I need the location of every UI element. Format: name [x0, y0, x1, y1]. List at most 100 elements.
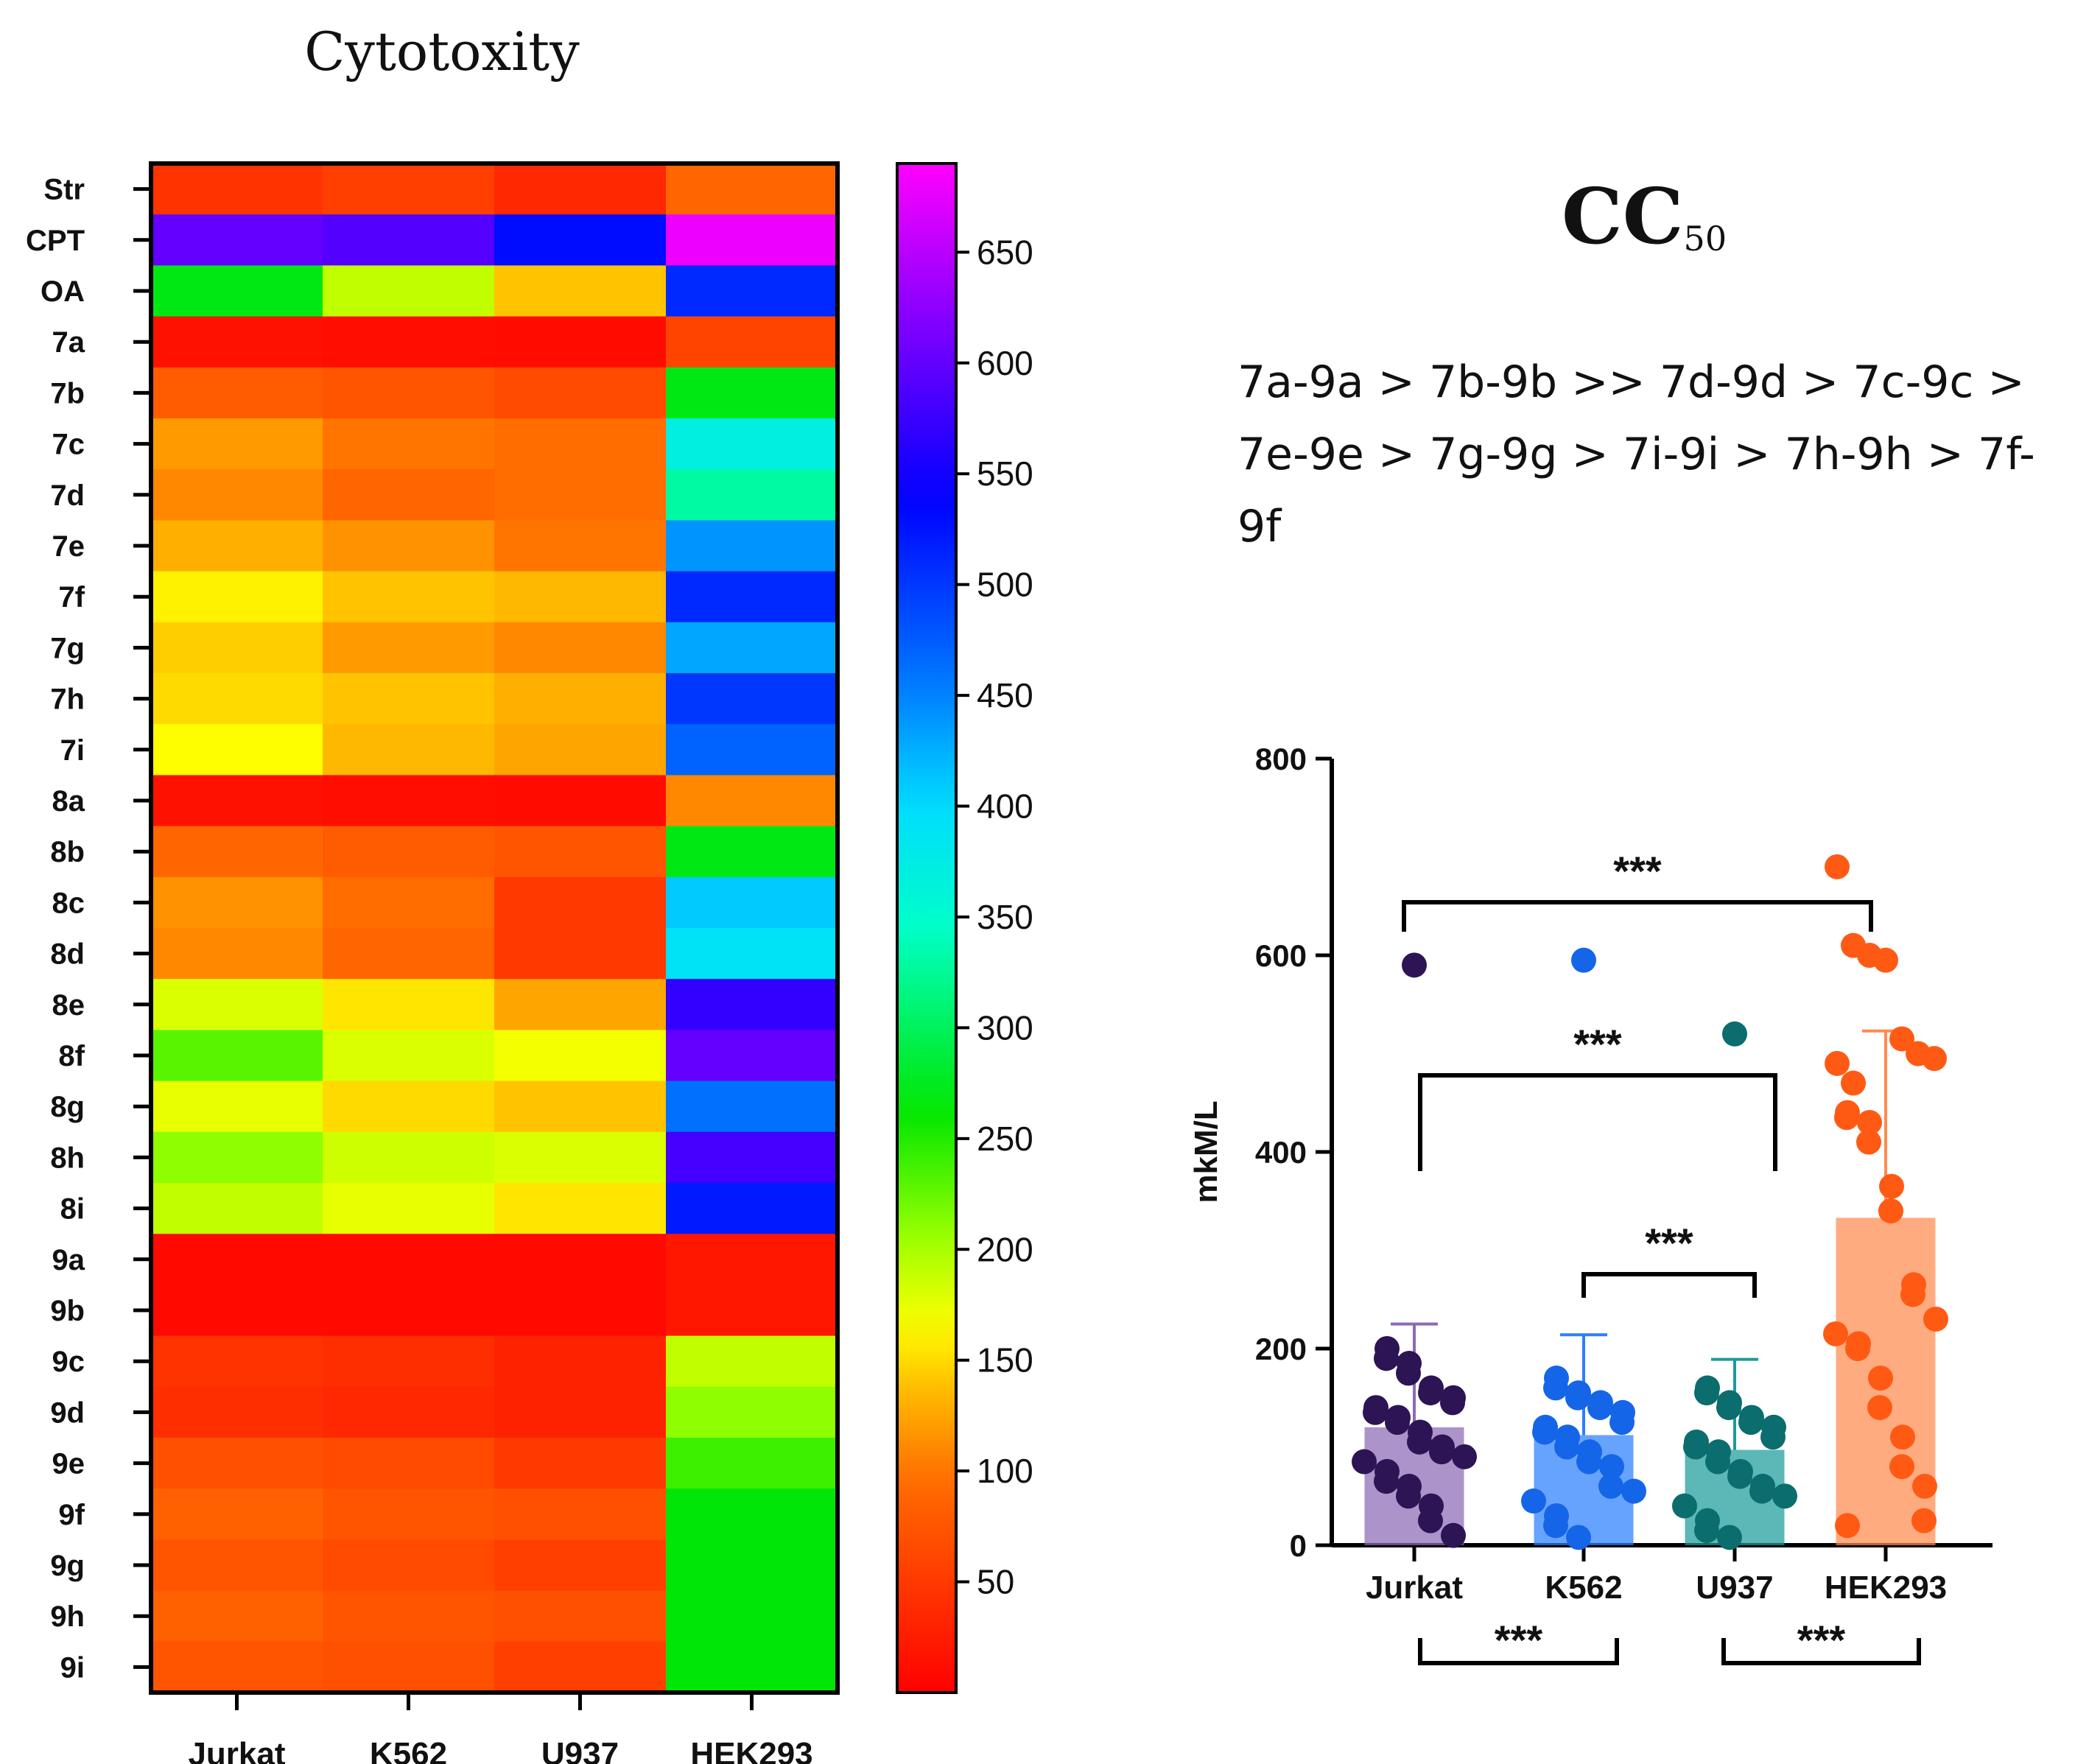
point-HEK293	[1857, 1109, 1882, 1135]
heatmap-row-label: 9b	[50, 1295, 85, 1327]
heatmap-cell-9g-U937	[494, 1539, 667, 1592]
heatmap-cell-9f-Jurkat	[151, 1489, 323, 1540]
heatmap-cell-9a-U937	[494, 1234, 667, 1285]
point-HEK293	[1835, 1513, 1860, 1539]
heatmap-cell-7a-K562	[323, 316, 495, 368]
heatmap-cell-9h-HEK293	[666, 1590, 838, 1642]
heatmap-cell-8c-Jurkat	[151, 876, 323, 929]
heatmap-cell-7h-Jurkat	[151, 673, 323, 725]
heatmap-cell-7e-U937	[494, 520, 667, 572]
bar-title-main: CC	[1562, 171, 1684, 261]
heatmap-row-label: 7d	[50, 479, 85, 512]
heatmap-cell-8c-U937	[494, 876, 667, 929]
y-tick-label: 200	[1255, 1332, 1307, 1366]
heatmap-cell-Str-HEK293	[666, 164, 838, 215]
point-U937	[1683, 1434, 1708, 1460]
point-K562	[1532, 1419, 1557, 1445]
heatmap-cell-8b-Jurkat	[151, 826, 323, 878]
heatmap-cell-8e-HEK293	[666, 979, 838, 1030]
heatmap-row-label: 7g	[50, 632, 85, 664]
x-tick-label: HEK293	[1825, 1570, 1947, 1606]
heatmap-cell-7c-Jurkat	[151, 418, 323, 470]
colorbar-tick-label: 450	[977, 676, 1033, 714]
heatmap-cell-9b-Jurkat	[151, 1285, 323, 1337]
point-HEK293	[1889, 1454, 1914, 1480]
heatmap-cell-8d-U937	[494, 928, 667, 980]
point-K562	[1566, 1525, 1591, 1550]
heatmap-axes: Str CPT OA 7a 7b 7c 7d 7e 7f 7g 7h 7i 8a 8b 8c 8d 8e 8f 8g…	[26, 161, 840, 1764]
point-K562	[1609, 1410, 1635, 1436]
heatmap-cell-8b-U937	[494, 826, 667, 878]
heatmap-cell-CPT-U937	[494, 214, 667, 266]
heatmap-col-label: K562	[370, 1736, 447, 1764]
heatmap-cell-7f-HEK293	[666, 571, 838, 623]
point-K562	[1587, 1395, 1612, 1421]
heatmap-cell-9a-K562	[323, 1234, 495, 1285]
colorbar-tick-label: 300	[977, 1008, 1033, 1047]
point-Jurkat	[1385, 1410, 1410, 1436]
heatmap-cell-8f-K562	[323, 1030, 495, 1082]
heatmap-cell-9e-Jurkat	[151, 1438, 323, 1489]
point-HEK293	[1911, 1508, 1937, 1533]
heatmap-row-label: 9g	[50, 1550, 85, 1582]
heatmap-row-label: 9d	[50, 1396, 85, 1429]
heatmap-cell-8b-HEK293	[666, 826, 838, 878]
point-HEK293	[1834, 1105, 1859, 1131]
heatmap-row-label: 9c	[52, 1346, 85, 1378]
heatmap-cell-7i-K562	[323, 724, 495, 776]
point-Jurkat	[1440, 1390, 1465, 1416]
heatmap-cell-9c-K562	[323, 1335, 495, 1388]
heatmap-cell-CPT-HEK293	[666, 214, 838, 266]
heatmap-cell-9h-Jurkat	[151, 1590, 323, 1642]
point-Jurkat	[1396, 1360, 1421, 1386]
cc50-ordering-text: 7a-9a > 7b-9b >> 7d-9d > 7c-9c > 7e-9e >…	[1237, 356, 2035, 552]
colorbar-tick-label: 100	[977, 1452, 1033, 1490]
heatmap-cell-9i-Jurkat	[151, 1641, 323, 1693]
heatmap-cell-7d-Jurkat	[151, 469, 323, 521]
point-HEK293	[1868, 1366, 1893, 1391]
heatmap-cells	[151, 164, 838, 1693]
point-HEK293	[1889, 1026, 1914, 1052]
heatmap-row-label: 8b	[50, 836, 85, 868]
heatmap-row-label: 9a	[52, 1244, 85, 1276]
heatmap-cell-7c-HEK293	[666, 418, 838, 470]
heatmap-cell-7d-HEK293	[666, 469, 838, 521]
heatmap-row-label: 9f	[58, 1499, 85, 1531]
point-K562	[1598, 1473, 1623, 1499]
heatmap-cell-9d-U937	[494, 1386, 667, 1438]
heatmap-cell-8e-U937	[494, 979, 667, 1030]
x-tick-label: Jurkat	[1366, 1570, 1463, 1606]
point-HEK293	[1823, 1321, 1848, 1346]
significance-label: ***	[1573, 1021, 1622, 1067]
heatmap-cell-7e-Jurkat	[151, 520, 323, 572]
point-HEK293	[1878, 1198, 1903, 1224]
heatmap-cell-8h-Jurkat	[151, 1131, 323, 1184]
colorbar-gradient	[896, 162, 958, 1694]
heatmap-cell-8b-K562	[323, 826, 495, 878]
heatmap-col-label: Jurkat	[188, 1736, 285, 1764]
heatmap-cell-9h-U937	[494, 1590, 667, 1642]
heatmap-cell-7c-U937	[494, 418, 667, 470]
heatmap-row-label: 9h	[50, 1600, 85, 1633]
bar-chart-title: CC50	[1562, 171, 1727, 261]
point-U937	[1722, 1021, 1747, 1047]
heatmap-cell-7a-U937	[494, 316, 667, 368]
heatmap-cell-9a-HEK293	[666, 1234, 838, 1285]
y-tick-label: 600	[1255, 938, 1307, 973]
heatmap-cell-CPT-K562	[323, 214, 495, 266]
heatmap-cell-8d-K562	[323, 928, 495, 980]
heatmap-cell-7h-K562	[323, 673, 495, 725]
point-HEK293	[1923, 1306, 1948, 1332]
significance-bracket	[1581, 1272, 1757, 1298]
heatmap-col-label: U937	[541, 1736, 619, 1764]
heatmap-cell-7c-K562	[323, 418, 495, 470]
point-Jurkat	[1407, 1429, 1432, 1455]
heatmap-cell-8i-HEK293	[666, 1183, 838, 1234]
heatmap-cell-8i-K562	[323, 1183, 495, 1234]
heatmap-cell-8g-HEK293	[666, 1080, 838, 1133]
colorbar-tick-label: 50	[977, 1563, 1014, 1601]
heatmap-cell-7e-HEK293	[666, 520, 838, 572]
heatmap-cell-7b-U937	[494, 367, 667, 419]
heatmap-row-label: 8f	[58, 1040, 85, 1072]
heatmap-cell-8a-HEK293	[666, 775, 838, 827]
